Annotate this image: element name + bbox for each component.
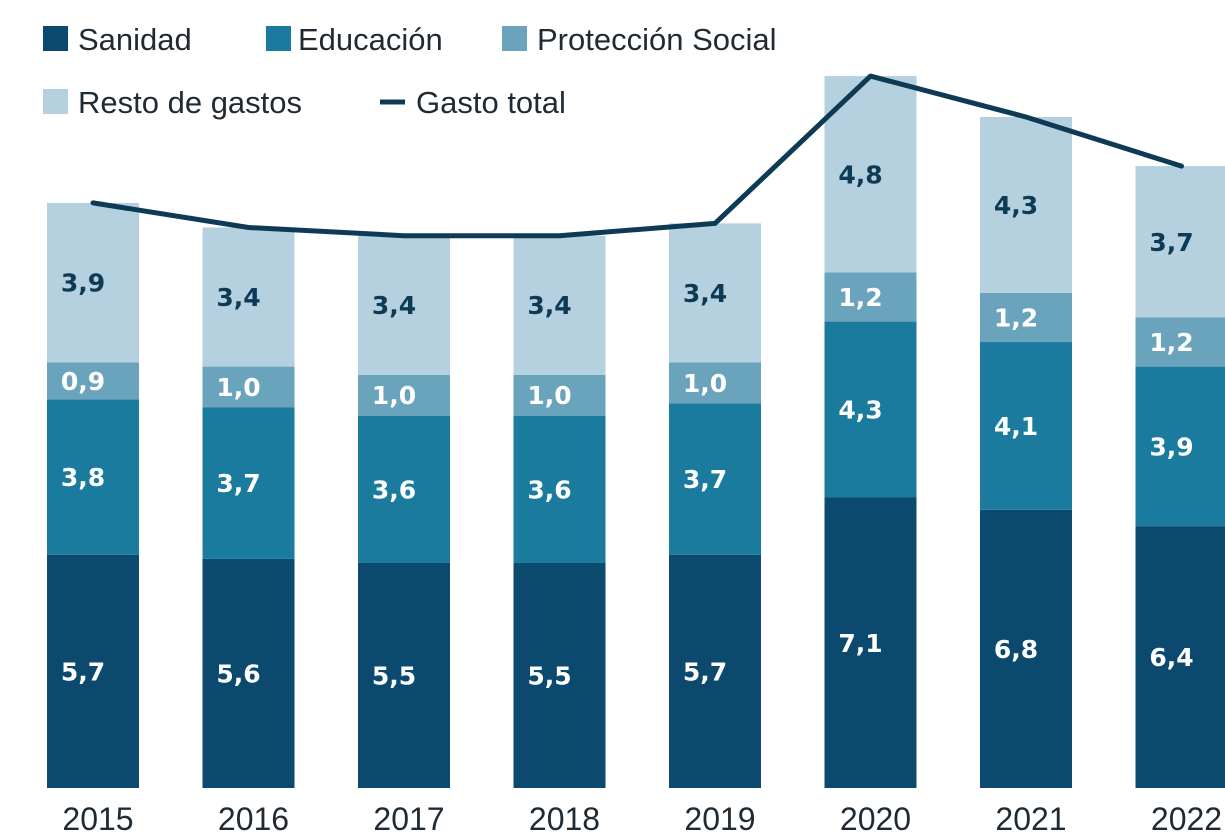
value-label-proteccion-social-2022: 1,2 [1149,328,1193,357]
legend-label-proteccion-social: Protección Social [537,22,777,57]
bar-resto-de-gastos-2017 [358,235,450,375]
legend-swatch-resto-de-gastos [43,89,68,114]
bar-sanidad-2018 [513,562,606,788]
value-label-sanidad-2018: 5,5 [527,661,571,690]
legend-swatch-proteccion-social [502,26,527,51]
bar-sanidad-2019 [669,554,761,788]
value-label-proteccion-social-2017: 1,0 [372,381,416,410]
bar-proteccion-social-2017 [358,374,450,416]
bar-sanidad-2015 [47,554,139,788]
value-label-resto-de-gastos-2021: 4,3 [994,191,1038,220]
value-label-educacion-2017: 3,6 [372,475,416,504]
bar-sanidad-2022 [1135,526,1225,788]
value-label-sanidad-2015: 5,7 [61,657,105,686]
value-label-resto-de-gastos-2018: 3,4 [527,291,571,320]
value-label-sanidad-2016: 5,6 [216,659,260,688]
value-label-resto-de-gastos-2020: 4,8 [838,160,882,189]
value-label-educacion-2015: 3,8 [61,463,105,492]
value-labels-layer: 5,7 3,8 0,9 3,9 5,6 3,7 1,0 3,4 5,5 3,6 1,0 3,4 5,5 3… [61,160,1194,690]
x-tick-label-2020: 2020 [840,801,911,836]
bar-educacion-2019 [669,403,761,555]
bar-educacion-2022 [1135,366,1225,527]
bar-proteccion-social-2022 [1135,317,1225,367]
value-label-sanidad-2019: 5,7 [683,657,727,686]
value-label-sanidad-2017: 5,5 [372,661,416,690]
bar-resto-de-gastos-2019 [669,223,761,363]
x-tick-label-2018: 2018 [529,801,600,836]
x-tick-label-2021: 2021 [995,801,1066,836]
bar-resto-de-gastos-2021 [980,117,1072,293]
bar-resto-de-gastos-2020 [824,76,917,273]
bar-resto-de-gastos-2016 [202,227,295,367]
value-label-resto-de-gastos-2017: 3,4 [372,291,416,320]
bar-proteccion-social-2021 [980,292,1072,343]
bar-resto-de-gastos-2022 [1135,166,1225,318]
bar-proteccion-social-2019 [669,362,761,404]
bar-sanidad-2020 [824,497,917,788]
x-tick-label-2022: 2022 [1151,801,1222,836]
value-label-sanidad-2021: 6,8 [994,635,1038,664]
legend-swatch-sanidad [43,26,68,51]
bar-sanidad-2016 [202,558,295,788]
x-tick-label-2016: 2016 [218,801,289,836]
value-label-educacion-2016: 3,7 [216,469,260,498]
value-label-educacion-2020: 4,3 [838,396,882,425]
value-label-resto-de-gastos-2015: 3,9 [61,269,105,298]
legend-swatch-educacion [266,26,291,51]
bar-proteccion-social-2015 [47,362,139,400]
value-label-educacion-2021: 4,1 [994,412,1038,441]
value-label-proteccion-social-2019: 1,0 [683,369,727,398]
legend-label-educacion: Educación [298,22,443,57]
legend: Sanidad Educación Protección Social Rest… [43,22,777,120]
value-label-sanidad-2022: 6,4 [1149,643,1193,672]
value-label-proteccion-social-2016: 1,0 [216,373,260,402]
legend-label-resto-de-gastos: Resto de gastos [78,85,302,120]
x-tick-label-2015: 2015 [62,801,133,836]
value-label-educacion-2019: 3,7 [683,465,727,494]
bars-layer [47,76,1225,788]
bar-educacion-2017 [358,415,450,563]
x-tick-label-2017: 2017 [373,801,444,836]
gasto-total-line [90,73,1184,239]
value-label-proteccion-social-2018: 1,0 [527,381,571,410]
bar-proteccion-social-2020 [824,272,917,322]
bar-educacion-2015 [47,399,139,555]
value-label-resto-de-gastos-2019: 3,4 [683,279,727,308]
bar-educacion-2021 [980,342,1072,510]
value-label-sanidad-2020: 7,1 [838,629,882,658]
value-label-proteccion-social-2021: 1,2 [994,303,1038,332]
bar-educacion-2020 [824,321,917,498]
bar-resto-de-gastos-2018 [513,235,606,375]
x-axis-ticks: 2015 2016 2017 2018 2019 2020 2021 2022 [62,801,1222,836]
legend-label-gasto-total: Gasto total [416,85,566,120]
value-label-proteccion-social-2015: 0,9 [61,367,105,396]
value-label-resto-de-gastos-2022: 3,7 [1149,228,1193,257]
value-label-educacion-2018: 3,6 [527,475,571,504]
value-label-educacion-2022: 3,9 [1149,432,1193,461]
bar-resto-de-gastos-2015 [47,202,139,363]
bar-sanidad-2021 [980,509,1072,788]
bar-proteccion-social-2018 [513,374,606,416]
bar-educacion-2016 [202,407,295,559]
value-label-proteccion-social-2020: 1,2 [838,283,882,312]
value-label-resto-de-gastos-2016: 3,4 [216,283,260,312]
x-tick-label-2019: 2019 [684,801,755,836]
bar-proteccion-social-2016 [202,366,295,408]
bar-educacion-2018 [513,415,606,563]
legend-label-sanidad: Sanidad [78,22,192,57]
bar-sanidad-2017 [358,562,450,788]
